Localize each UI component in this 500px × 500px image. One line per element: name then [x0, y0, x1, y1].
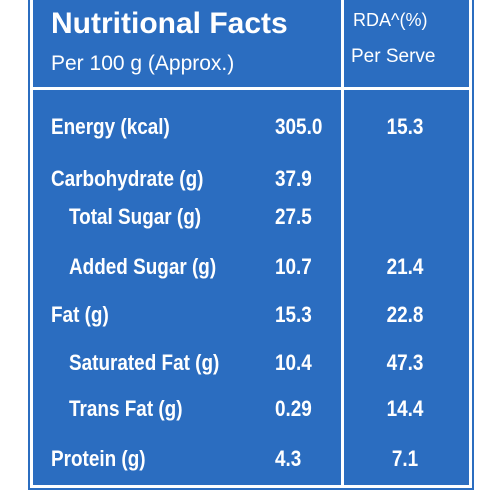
nutrient-name: Added Sugar (g) — [69, 254, 217, 279]
header-divider — [33, 87, 469, 90]
rda-subtitle: Per Serve — [351, 46, 436, 67]
nutrient-value: 10.7 — [275, 254, 312, 279]
nutrient-value: 37.9 — [275, 166, 312, 191]
nutrient-name: Energy (kcal) — [51, 114, 170, 139]
rda-title: RDA^(%) — [353, 10, 428, 30]
title: Nutritional Facts — [51, 7, 288, 40]
nutrient-name: Fat (g) — [51, 302, 109, 327]
nutrition-label: Nutritional Facts Per 100 g (Approx.) RD… — [28, 0, 474, 490]
nutrient-value: 15.3 — [275, 302, 312, 327]
nutrient-value: 4.3 — [275, 446, 302, 471]
nutrient-value: 10.4 — [275, 350, 312, 375]
nutrient-name: Trans Fat (g) — [69, 396, 183, 421]
nutrient-value: 305.0 — [275, 114, 323, 139]
rda-value: 22.8 — [386, 302, 424, 327]
nutrient-name: Carbohydrate (g) — [51, 166, 204, 191]
column-divider — [341, 0, 344, 485]
rda-value: 15.3 — [386, 114, 424, 139]
nutrient-value: 27.5 — [275, 204, 312, 229]
nutrient-name: Total Sugar (g) — [69, 204, 202, 229]
rda-value: 47.3 — [386, 350, 424, 375]
rda-value: 7.1 — [391, 446, 419, 471]
nutrient-name: Saturated Fat (g) — [69, 350, 220, 375]
nutrient-name: Protein (g) — [51, 446, 146, 471]
rda-value: 14.4 — [386, 396, 424, 421]
nutrient-value: 0.29 — [275, 396, 312, 421]
subtitle: Per 100 g (Approx.) — [51, 52, 235, 75]
rda-value: 21.4 — [386, 254, 424, 279]
